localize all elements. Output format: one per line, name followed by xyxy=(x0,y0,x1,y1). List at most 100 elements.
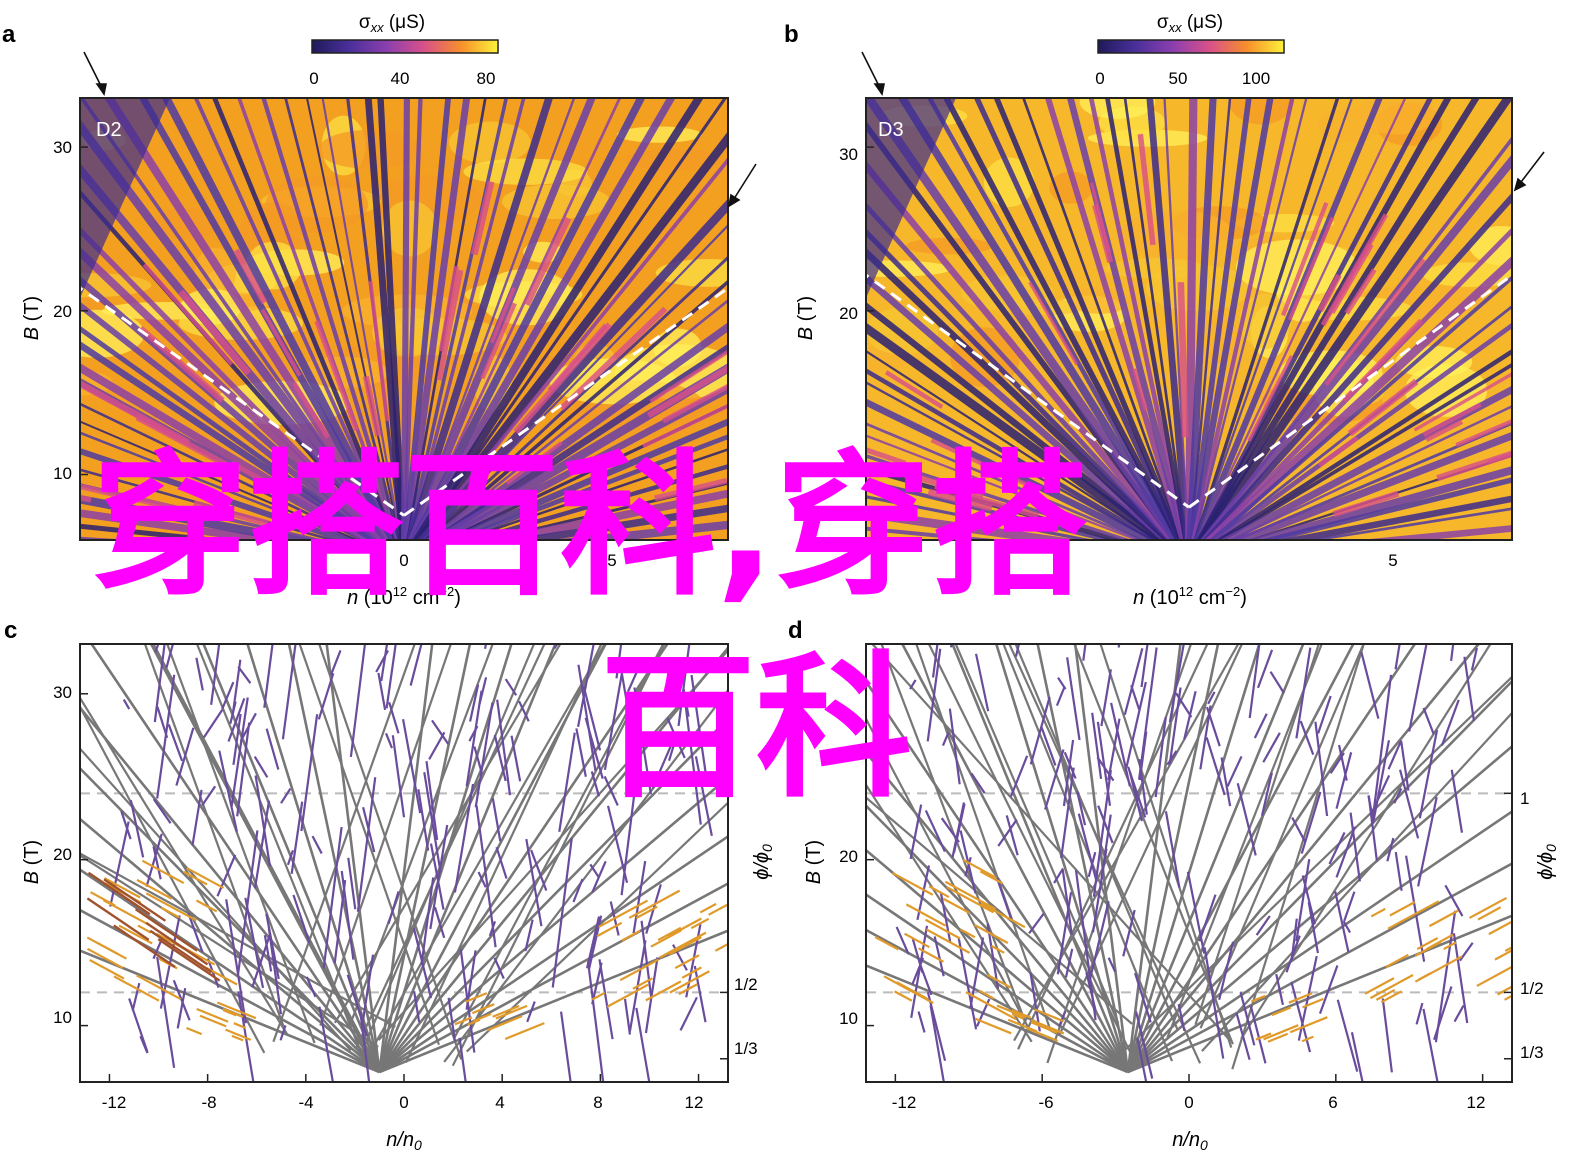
purple-segment xyxy=(385,732,394,749)
heatmap-blob xyxy=(624,148,726,171)
purple-segment xyxy=(572,878,584,903)
purple-segment xyxy=(525,838,543,927)
x-tick-label: -6 xyxy=(1038,1093,1053,1112)
purple-segment xyxy=(957,937,978,1030)
gray-fan-line xyxy=(370,644,606,1052)
streak xyxy=(436,269,464,381)
fan-ray xyxy=(1197,98,1407,540)
purple-segment xyxy=(1444,884,1464,917)
purple-segment xyxy=(1269,671,1285,694)
orange-segment xyxy=(1301,1035,1314,1043)
orange-segment xyxy=(1428,909,1459,928)
purple-segment xyxy=(1014,644,1021,657)
streak xyxy=(438,265,459,352)
gray-fan-line xyxy=(866,892,1129,1074)
orange-segment xyxy=(965,991,1017,1021)
gray-fan-line xyxy=(80,817,381,1074)
purple-segment xyxy=(1137,647,1158,780)
fan-ray xyxy=(434,385,728,540)
purple-segment xyxy=(237,666,252,684)
fan-ray xyxy=(407,98,526,540)
fan-ray xyxy=(866,98,1181,540)
purple-segment xyxy=(1199,705,1212,770)
fan-ray xyxy=(406,98,554,540)
purple-segment xyxy=(635,1007,651,1082)
plot-frame xyxy=(79,97,729,541)
gray-fan-line xyxy=(80,695,289,1036)
fan-ray xyxy=(866,120,1178,540)
fan-ray xyxy=(866,479,1116,540)
purple-segment xyxy=(1314,721,1329,817)
purple-segment xyxy=(651,743,673,789)
purple-segment xyxy=(1087,851,1097,878)
fan-ray xyxy=(973,98,1183,540)
purple-segment xyxy=(1236,783,1257,856)
purple-segment xyxy=(585,916,601,969)
purple-segment xyxy=(1088,900,1110,982)
fan-ray xyxy=(1228,405,1512,540)
streak xyxy=(193,500,270,527)
purple-segment xyxy=(1239,992,1256,1046)
streak xyxy=(314,320,359,431)
purple-segment xyxy=(1349,812,1361,882)
gray-fan-line xyxy=(1127,862,1512,1074)
brown-segment xyxy=(87,871,151,916)
orange-segment xyxy=(1251,994,1266,1003)
purple-segment xyxy=(377,672,387,711)
fan-ray xyxy=(458,448,728,540)
orange-segment xyxy=(928,885,950,898)
purple-segment xyxy=(428,731,446,760)
right-tick-label: 1/3 xyxy=(734,1039,758,1058)
streak xyxy=(178,289,252,376)
gray-fan-line xyxy=(378,645,728,1073)
purple-segment xyxy=(165,644,175,669)
purple-segment xyxy=(475,805,497,948)
fan-ray xyxy=(411,98,622,540)
fan-ray xyxy=(1163,98,1190,540)
purple-segment xyxy=(1077,813,1098,880)
purple-segment xyxy=(232,713,242,765)
streak xyxy=(1318,436,1359,468)
streak xyxy=(654,477,728,502)
orange-segment xyxy=(996,1004,1027,1019)
orange-segment xyxy=(183,870,208,886)
purple-segment xyxy=(1064,948,1074,978)
purple-segment xyxy=(644,957,659,1034)
watermark-line-2: 百科 xyxy=(600,637,912,819)
orange-segment xyxy=(1443,941,1457,951)
gray-fan-line xyxy=(1201,711,1512,1052)
x-tick-label: -5 xyxy=(188,551,203,570)
purple-segment xyxy=(1028,912,1045,935)
orange-segment xyxy=(1375,988,1396,1001)
fan-ray xyxy=(482,481,728,540)
y-axis-label: B (T) xyxy=(21,840,43,884)
dashed-guide xyxy=(866,273,1190,509)
purple-segment xyxy=(227,697,246,742)
right-axis-label: ϕ/ϕ0 xyxy=(751,844,775,880)
purple-segment xyxy=(1350,1032,1364,1082)
orange-segment xyxy=(492,1005,520,1018)
purple-segment xyxy=(120,810,132,840)
purple-segment xyxy=(187,912,204,953)
purple-segment xyxy=(559,1011,572,1082)
fan-ray xyxy=(416,98,728,540)
purple-segment xyxy=(530,849,548,891)
purple-segment xyxy=(265,913,280,980)
fan-ray xyxy=(408,98,596,540)
purple-segment xyxy=(1367,795,1375,824)
orange-segment xyxy=(1497,985,1512,996)
right-tick-label: 1 xyxy=(1520,789,1529,808)
fan-ray xyxy=(80,275,386,540)
purple-segment xyxy=(1248,644,1261,719)
colorbar-a: σxx (μS) 0 40 80 xyxy=(309,12,499,88)
purple-segment xyxy=(425,761,439,841)
purple-segment xyxy=(333,879,347,964)
orange-segment xyxy=(699,902,717,914)
purple-segment xyxy=(690,674,709,788)
purple-segment xyxy=(488,920,497,937)
streak xyxy=(1177,282,1189,438)
purple-segment xyxy=(1097,805,1114,844)
fan-ray xyxy=(866,434,1141,540)
purple-segment xyxy=(1057,1011,1067,1028)
gray-fan-line xyxy=(1036,644,1130,1073)
